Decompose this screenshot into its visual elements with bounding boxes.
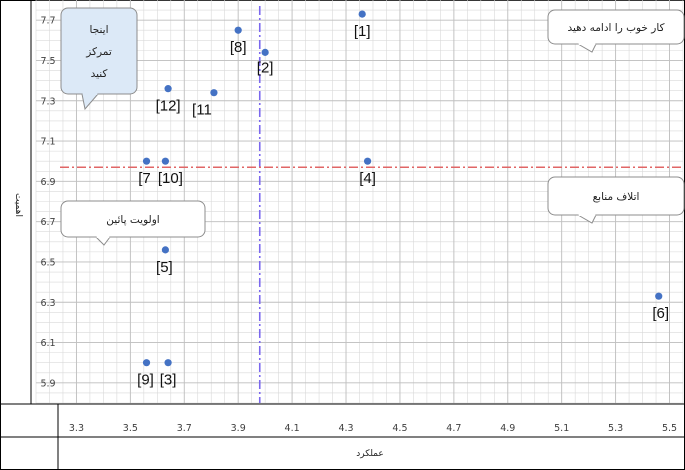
callout-box	[547, 176, 685, 216]
y-tick-label: 6.7	[40, 217, 55, 228]
data-points: [1] [2] [3] [4] [5] [6] [7 [8] [9] [10] [11 [12]	[137, 10, 669, 389]
x-tick-label: 3.7	[177, 423, 192, 434]
data-point	[142, 157, 151, 165]
data-point	[210, 89, 218, 97]
callout-top-right: کار خوب را ادامه دهید	[547, 9, 685, 53]
y-tick-label: 7.7	[40, 16, 55, 27]
x-tick-label: 5.5	[662, 423, 677, 434]
data-point	[142, 359, 151, 367]
y-tick-label: 6.9	[40, 177, 55, 188]
data-point-label: [3]	[160, 372, 177, 389]
callout-text: کار خوب را ادامه دهید	[567, 22, 664, 34]
x-tick-label: 3.9	[231, 423, 246, 434]
callout-text: اتلاف منابع	[593, 191, 640, 203]
x-tick-label: 4.5	[392, 423, 407, 434]
data-point	[363, 157, 372, 165]
reference-lines	[60, 6, 683, 403]
data-point-label: [7	[138, 170, 151, 187]
data-point-label: [8]	[230, 39, 247, 56]
data-point-label: [1]	[354, 23, 371, 40]
data-point	[161, 157, 169, 165]
data-point-label: [2]	[257, 59, 274, 76]
data-point-label: [4]	[359, 170, 376, 187]
data-point-label: [10]	[158, 170, 183, 187]
data-point	[161, 246, 169, 254]
data-point-label: [9]	[137, 372, 154, 389]
callout-bottom-right: اتلاف منابع	[547, 176, 685, 224]
callout-text: تمرکز	[85, 46, 112, 58]
callout-box	[60, 200, 206, 238]
y-tick-label: 7.3	[40, 96, 55, 107]
data-point-label: [5]	[156, 259, 173, 276]
y-axis-title: اهمیت	[13, 193, 23, 217]
y-tick-label: 6.3	[40, 298, 55, 309]
y-tick-label: 6.1	[40, 338, 55, 349]
data-point-label: [6]	[652, 305, 669, 322]
x-tick-label: 4.9	[500, 423, 515, 434]
data-point-label: [11	[192, 102, 212, 119]
callout-text: اولویت پائین	[106, 214, 159, 226]
x-tick-label: 3.3	[69, 423, 84, 434]
x-tick-label: 5.1	[554, 423, 569, 434]
data-point	[164, 85, 172, 93]
callout-text: اینجا	[90, 24, 109, 36]
y-tick-label: 6.5	[40, 257, 55, 268]
x-tick-label: 5.3	[608, 423, 623, 434]
y-tick-label: 7.1	[40, 137, 55, 148]
y-tick-label: 7.5	[40, 56, 55, 67]
data-point	[234, 26, 242, 34]
data-point	[261, 48, 269, 56]
y-tick-label: 5.9	[40, 378, 55, 389]
x-axis-title: عملکرد	[356, 449, 384, 459]
x-tick-labels: 3.3 3.5 3.7 3.9 4.1 4.3 4.5 4.7 4.9 5.1 5.3 5.5	[69, 423, 677, 434]
callout-bottom-left: اولویت پائین	[60, 200, 206, 246]
data-point-label: [12]	[156, 98, 181, 115]
callout-box	[547, 9, 685, 45]
y-tick-labels: 5.9 6.1 6.3 6.5 6.7 6.9 7.1 7.3 7.5 7.7	[40, 16, 55, 390]
callout-pointer	[94, 236, 111, 246]
quadrant-callouts: کار خوب را ادامه دهید اینجا تمرکز کنید اتلاف…	[60, 7, 685, 246]
callout-top-left: اینجا تمرکز کنید	[60, 7, 138, 111]
x-tick-label: 4.7	[446, 423, 461, 434]
data-point	[164, 359, 172, 367]
x-tick-label: 3.5	[123, 423, 138, 434]
callout-text: کنید	[91, 68, 108, 80]
x-tick-label: 4.1	[285, 423, 300, 434]
callout-pointer	[576, 43, 597, 53]
data-point	[358, 10, 366, 18]
callout-box	[60, 7, 138, 95]
data-point	[655, 292, 663, 300]
x-tick-label: 4.3	[338, 423, 353, 434]
